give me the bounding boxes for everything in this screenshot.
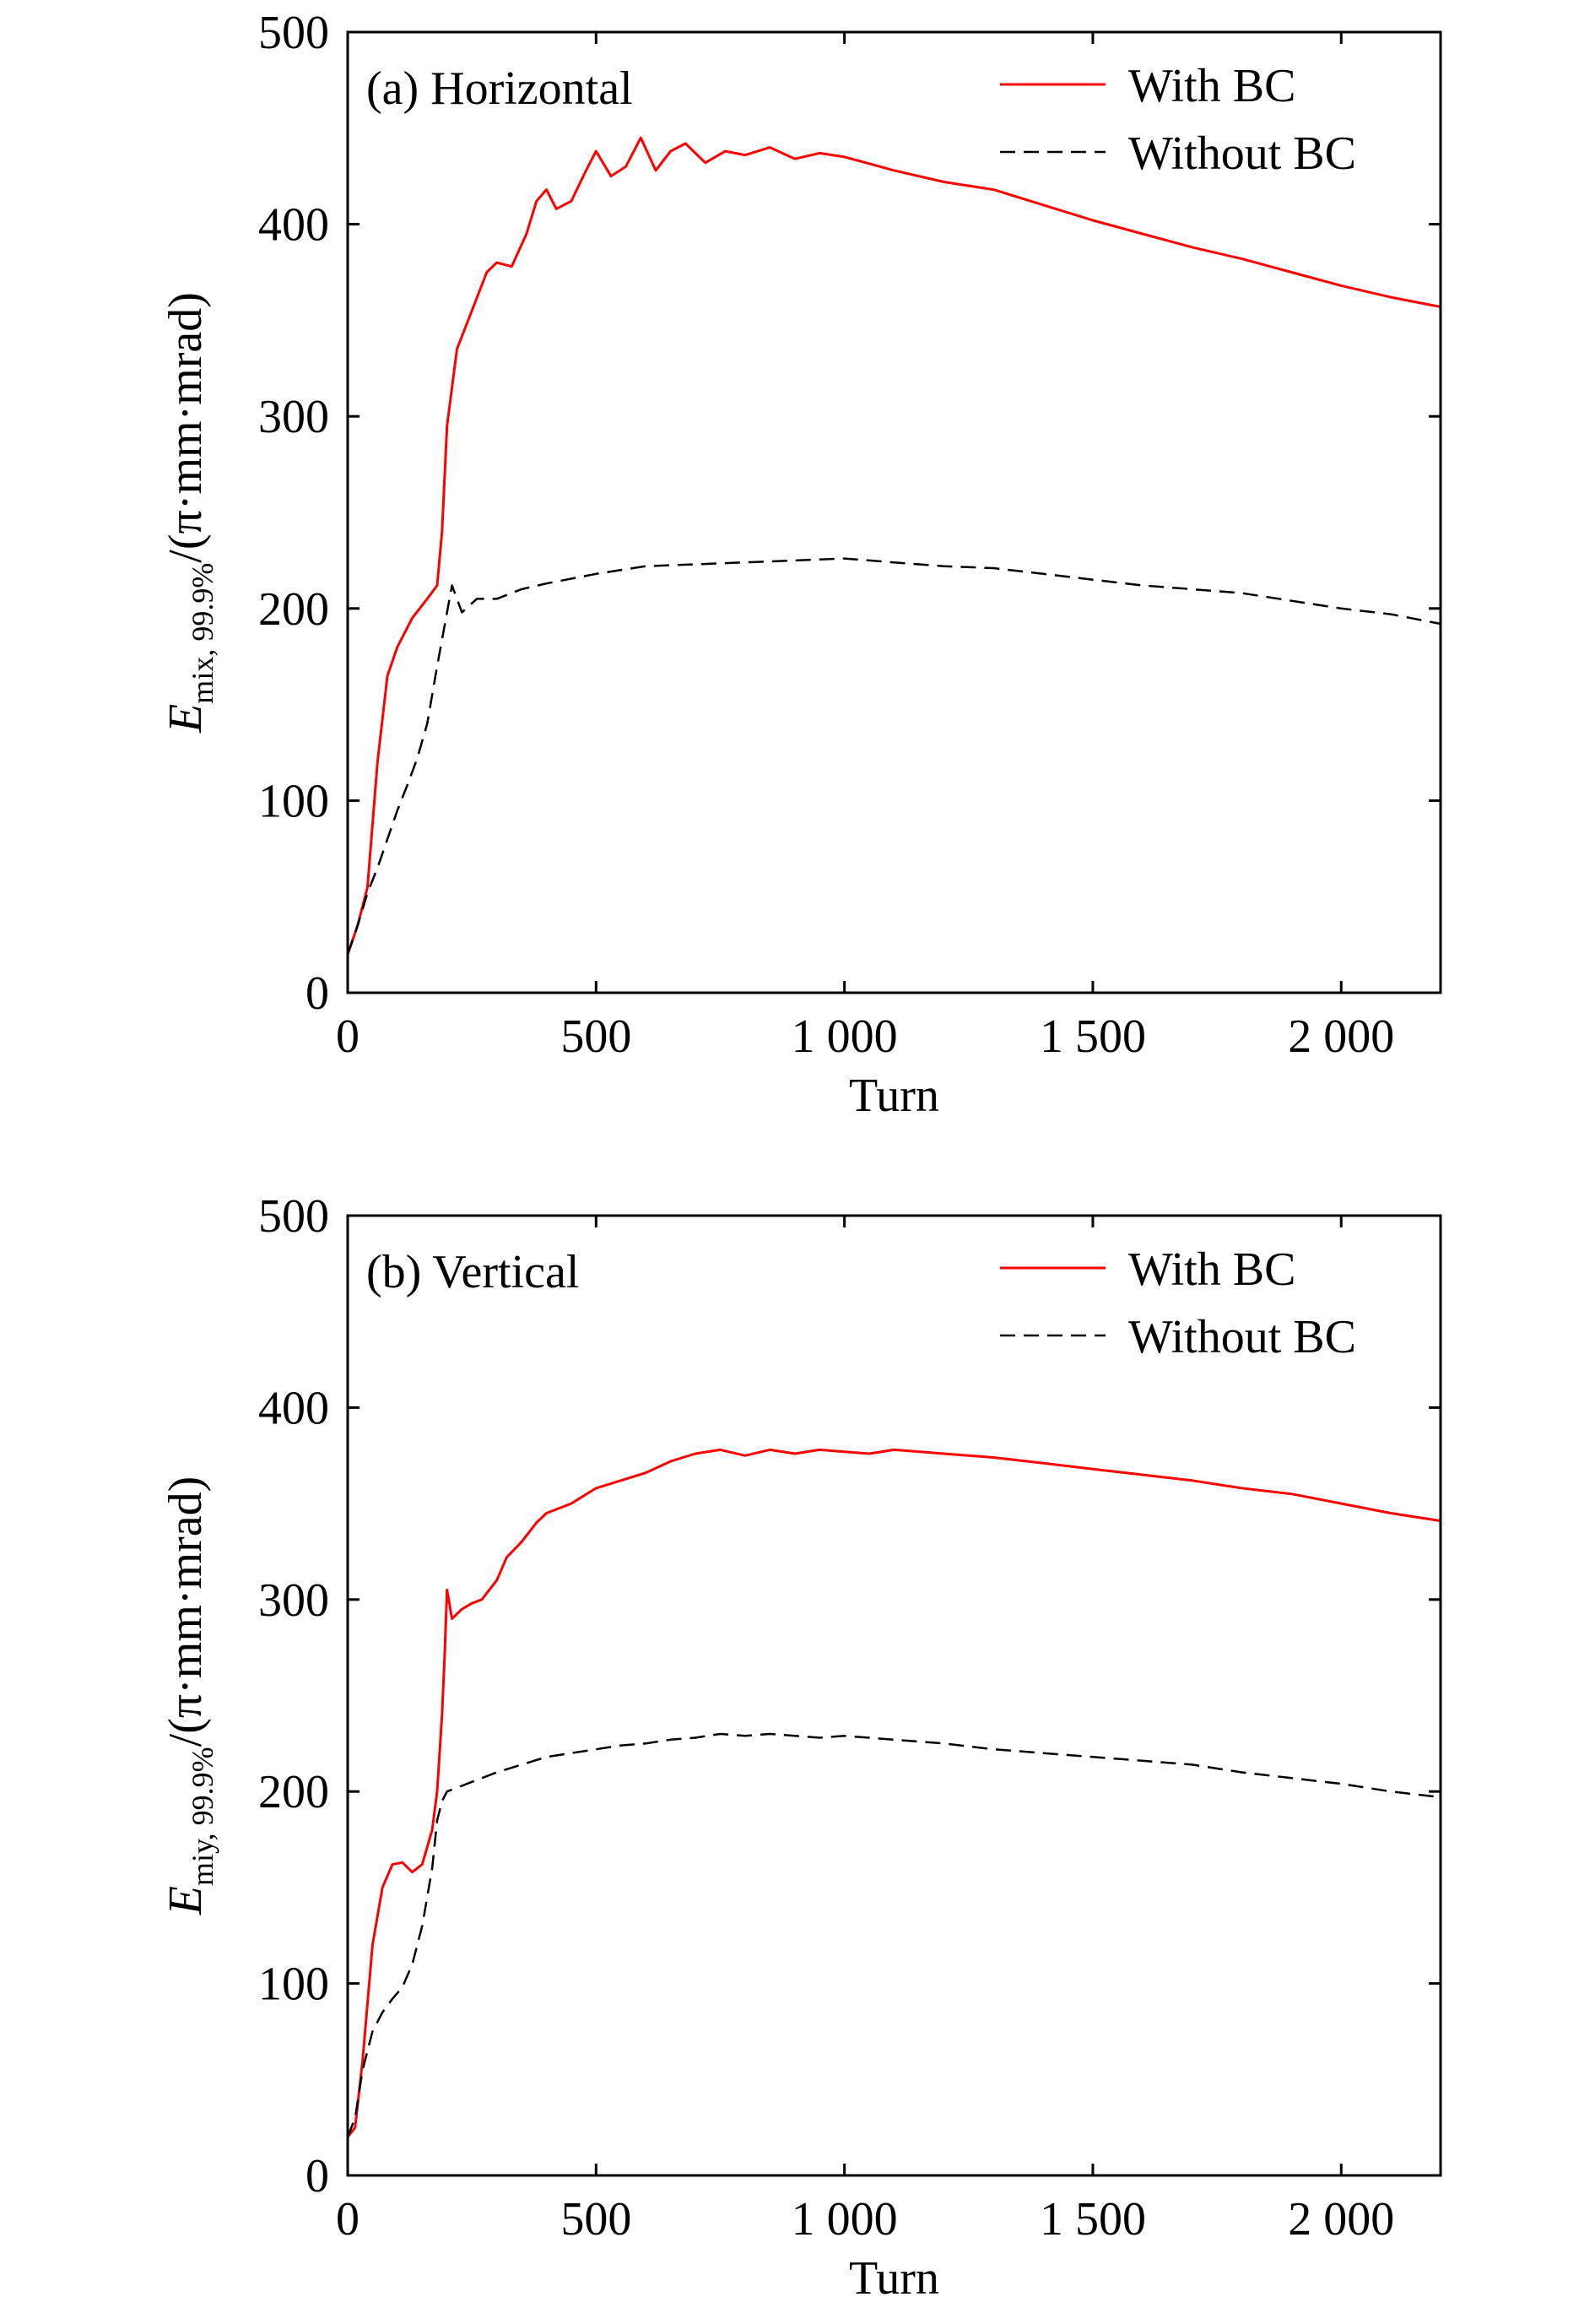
y-axis-title: Emix, 99.9%/(π·mm·mrad) bbox=[160, 292, 219, 734]
y-axis-title: Emiy, 99.9%/(π·mm·mrad) bbox=[160, 1476, 219, 1915]
x-tick-label: 2 000 bbox=[1288, 2193, 1394, 2245]
y-axis-symbol: E bbox=[160, 704, 212, 734]
x-tick-label: 0 bbox=[336, 2193, 360, 2245]
y-tick-label: 300 bbox=[258, 391, 329, 443]
x-tick-label: 500 bbox=[560, 2193, 631, 2245]
y-tick-label: 0 bbox=[305, 2150, 329, 2202]
legend-label: With BC bbox=[1128, 1243, 1295, 1296]
legend-label: With BC bbox=[1128, 60, 1295, 112]
x-tick-label: 2 000 bbox=[1288, 1010, 1394, 1063]
y-tick-label: 100 bbox=[258, 775, 329, 827]
y-axis-subscript: miy, 99.9% bbox=[186, 1747, 219, 1886]
panel-vertical: 0 500 1 000 1 500 2 000 0 100 200 300 400 500 Turn E… bbox=[160, 1190, 1442, 2305]
y-axis-subscript: mix, 99.9% bbox=[186, 563, 219, 704]
panel-annotation: (b) Vertical bbox=[366, 1246, 579, 1298]
x-tick-label: 500 bbox=[560, 1010, 631, 1063]
legend-label: Without BC bbox=[1128, 1311, 1356, 1363]
legend-label: Without BC bbox=[1128, 127, 1356, 180]
y-tick-label: 400 bbox=[258, 1382, 329, 1434]
series-line-with-bc bbox=[346, 136, 1441, 955]
x-axis-title: Turn bbox=[849, 2252, 939, 2305]
panel-annotation: (a) Horizontal bbox=[366, 62, 633, 115]
y-tick-label: 500 bbox=[258, 7, 329, 59]
y-tick-label: 100 bbox=[258, 1958, 329, 2011]
y-tick-label: 400 bbox=[258, 199, 329, 252]
x-tick-label: 1 500 bbox=[1040, 1010, 1146, 1063]
y-tick-label: 500 bbox=[258, 1190, 329, 1243]
y-tick-label: 300 bbox=[258, 1574, 329, 1627]
x-axis-title: Turn bbox=[849, 1070, 939, 1122]
plot-frame bbox=[346, 1214, 1442, 2177]
y-axis-symbol: E bbox=[160, 1886, 212, 1915]
y-axis-unit: /(π·mm·mrad) bbox=[160, 1476, 212, 1747]
x-tick-label: 0 bbox=[336, 1010, 360, 1063]
y-axis-unit: /(π·mm·mrad) bbox=[160, 292, 212, 563]
x-tick-label: 1 500 bbox=[1040, 2193, 1146, 2245]
plot-frame bbox=[346, 30, 1442, 994]
series-line-without-bc bbox=[346, 557, 1441, 955]
x-tick-label: 1 000 bbox=[792, 2193, 898, 2245]
y-tick-label: 200 bbox=[258, 583, 329, 636]
y-tick-label: 200 bbox=[258, 1766, 329, 1818]
series-line-without-bc bbox=[346, 1732, 1441, 2137]
x-tick-label: 1 000 bbox=[792, 1010, 898, 1063]
y-tick-label: 0 bbox=[305, 967, 329, 1020]
panel-horizontal: 0 500 1 000 1 500 2 000 0 100 200 300 400 500 Turn E… bbox=[160, 7, 1442, 1122]
series-line-with-bc bbox=[346, 1448, 1441, 2138]
